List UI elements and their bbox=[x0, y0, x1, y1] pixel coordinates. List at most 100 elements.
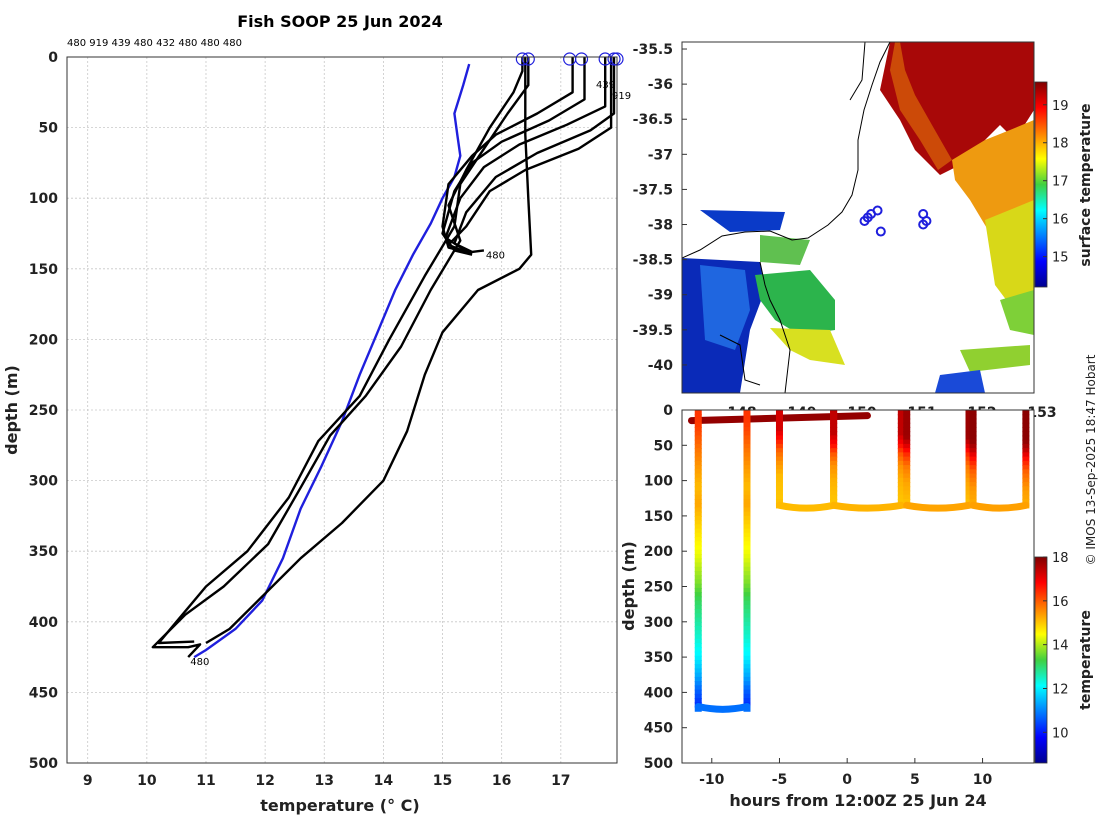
profile-series-layer: 480 480 bbox=[151, 57, 616, 668]
sst-cold-mid bbox=[700, 265, 750, 350]
cast-segment bbox=[897, 473, 905, 479]
map-x-tick: 153 bbox=[1027, 405, 1056, 421]
cast-segment bbox=[694, 410, 702, 416]
cast-segment bbox=[694, 465, 702, 471]
cast-segment bbox=[743, 579, 751, 585]
cast-segment bbox=[830, 422, 838, 428]
cast-segment bbox=[743, 570, 751, 577]
cast-segment bbox=[897, 418, 905, 424]
cast-segment bbox=[743, 537, 751, 543]
sst-green-patch bbox=[1000, 290, 1034, 335]
cast-segment bbox=[694, 426, 702, 433]
sst-colorbar-tick: 18 bbox=[1052, 137, 1069, 152]
cast-segment bbox=[969, 498, 977, 505]
depth-time-y-tick: 150 bbox=[644, 509, 673, 525]
cast-segment bbox=[694, 448, 702, 454]
cast-segment bbox=[965, 443, 973, 450]
cast-segment bbox=[903, 426, 911, 433]
cast-segment bbox=[694, 524, 702, 530]
cast-segment bbox=[743, 600, 751, 606]
profile-panel: 480 480 9 10 11 12 13 14 15 16 17 0 50 100 150 200 250… bbox=[2, 50, 631, 815]
cast-segment bbox=[743, 549, 751, 556]
cast-segment bbox=[903, 435, 911, 441]
cast-segment bbox=[897, 490, 905, 496]
coastline-islands bbox=[719, 334, 761, 386]
cast-segment bbox=[903, 418, 911, 424]
cast-segment bbox=[969, 448, 977, 454]
cast-segment bbox=[1022, 448, 1030, 454]
cast-bottom bbox=[830, 501, 905, 512]
cast-segment bbox=[694, 532, 702, 539]
cast-segment bbox=[965, 498, 973, 505]
cast-segment bbox=[1022, 490, 1030, 496]
cast-segment bbox=[743, 410, 751, 416]
profile-y-tick: 350 bbox=[29, 544, 58, 560]
profile-gridlines bbox=[67, 56, 617, 764]
cast-segment bbox=[969, 490, 977, 496]
cast-segment bbox=[775, 477, 783, 484]
cast-segment bbox=[1022, 460, 1030, 467]
cast-segment bbox=[743, 609, 751, 615]
cast-segment bbox=[743, 498, 751, 505]
cast-segment bbox=[694, 596, 702, 602]
cast-segment bbox=[897, 456, 905, 462]
cast-segment bbox=[830, 490, 838, 496]
cast-segment bbox=[965, 482, 973, 488]
cast-segment bbox=[694, 642, 702, 649]
cast-segment bbox=[903, 465, 911, 471]
profile-axes-box bbox=[66, 56, 618, 764]
cast-segment bbox=[694, 520, 702, 526]
cast-segment bbox=[743, 473, 751, 479]
cast-segment bbox=[903, 490, 911, 496]
cast-segment bbox=[969, 477, 977, 484]
cast-segment bbox=[694, 494, 702, 500]
cast-segment bbox=[694, 698, 702, 704]
cast-segment bbox=[743, 452, 751, 458]
cast-segment bbox=[965, 477, 973, 484]
surface-marker bbox=[607, 52, 621, 66]
map-axes-box bbox=[681, 41, 1035, 394]
profile-x-tick: 12 bbox=[255, 773, 274, 789]
sst-colorbar-tick: 17 bbox=[1052, 175, 1069, 190]
cast-segment bbox=[743, 693, 751, 700]
cast-segment bbox=[965, 448, 973, 454]
cast-segment bbox=[965, 426, 973, 433]
cast-segment bbox=[903, 431, 911, 437]
cast-segment bbox=[743, 545, 751, 551]
depth-time-y-tick: 450 bbox=[644, 721, 673, 737]
profile-y-tick: 400 bbox=[29, 615, 58, 631]
cast-segment bbox=[743, 642, 751, 649]
cast-segment bbox=[743, 613, 751, 619]
cast-segment bbox=[743, 443, 751, 450]
cast-segment bbox=[694, 617, 702, 623]
cast-segment bbox=[1022, 482, 1030, 488]
sst-green-strip bbox=[960, 345, 1030, 372]
cast-segment bbox=[897, 460, 905, 467]
cast-segment bbox=[743, 456, 751, 462]
cast-segment bbox=[743, 659, 751, 666]
cast-segment bbox=[897, 439, 905, 445]
cast-segment bbox=[830, 482, 838, 488]
coastline-contour bbox=[849, 42, 866, 101]
cast-segment bbox=[694, 460, 702, 467]
map-y-tick: -35.5 bbox=[633, 42, 673, 58]
cast-segment bbox=[1022, 465, 1030, 471]
sst-warm-core bbox=[880, 42, 1034, 175]
cast-segment bbox=[775, 498, 783, 505]
depth-time-x-tick: -10 bbox=[699, 772, 725, 788]
cast-segment bbox=[830, 443, 838, 450]
sst-cool-patch-se bbox=[935, 370, 985, 393]
cast-bottom bbox=[775, 501, 838, 512]
cast-segment bbox=[694, 545, 702, 551]
map-y-tick: -37 bbox=[648, 147, 673, 163]
profile-x-tick: 11 bbox=[196, 773, 215, 789]
cast-segment bbox=[775, 414, 783, 420]
cast-segment bbox=[743, 422, 751, 428]
cast-segment bbox=[969, 460, 977, 467]
cast-segment bbox=[694, 579, 702, 585]
cast-segment bbox=[897, 435, 905, 441]
cast-segment bbox=[830, 477, 838, 484]
cast-segment bbox=[903, 452, 911, 458]
map-y-tick: -36.5 bbox=[633, 112, 673, 128]
cast-segment bbox=[775, 460, 783, 467]
